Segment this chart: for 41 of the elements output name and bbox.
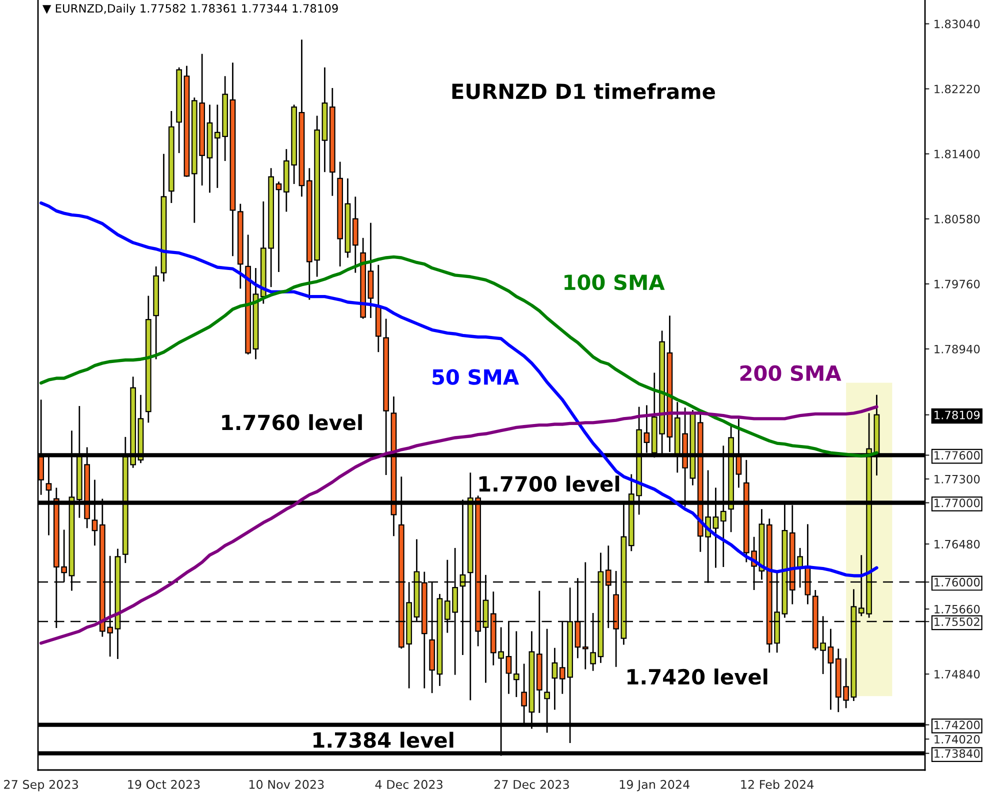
x-tick-label: 27 Sep 2023: [4, 780, 78, 792]
text: EURNZD D1 timeframe: [452, 83, 715, 100]
x-tick-label: 4 Dec 2023: [375, 780, 442, 789]
y-tick-label: 1.74840: [934, 670, 980, 679]
line-series: [39, 405, 878, 645]
ref-line-label: 1.7700 level: [479, 476, 620, 492]
y-tick-label: 1.75502: [934, 617, 980, 626]
candlestick: [513, 630, 520, 698]
x-tick-label: 27 Dec 2023: [494, 780, 569, 789]
y-tick-label: 1.81400: [934, 150, 980, 158]
candlestick: [276, 180, 282, 273]
y-tick-label: 1.77600: [934, 451, 980, 460]
y-tick-label: 1.82220: [934, 84, 980, 94]
y-tick-label: 1.78940: [934, 344, 980, 354]
y-tick-label: 1.78109: [934, 410, 980, 420]
y-tick-label: 1.77000: [934, 498, 980, 508]
candlestick: [552, 647, 558, 710]
line-series: [39, 255, 878, 458]
y-tick-label: 1.76480: [934, 540, 980, 548]
y-tick-label: 1.75660: [934, 604, 980, 614]
y-tick-label: 1.80580: [934, 214, 980, 224]
y-tick-label: 1.83040: [934, 20, 980, 28]
x-tick-label: 12 Feb 2024: [741, 780, 814, 789]
y-tick-label: 1.73840: [934, 749, 980, 758]
y-tick-label: 1.77300: [934, 474, 980, 484]
ref-line-label: 1.7384 level: [314, 732, 454, 748]
line-series: [39, 201, 878, 578]
series-label: 200 SMA: [740, 365, 842, 382]
series-label: 50 SMA: [432, 369, 519, 385]
y-tick-label: 1.74200: [934, 720, 980, 730]
ref-line-label: 1.7420 level: [628, 668, 768, 685]
x-tick-label: 19 Jan 2024: [620, 780, 690, 792]
chart-subtitle: ▼ EURNZD,Daily 1.77582 1.78361 1.77344 1.78109: [42, 4, 338, 15]
y-tick-label: 1.79760: [934, 280, 980, 288]
candlestick: [828, 628, 834, 710]
x-tick-label: 10 Nov 2023: [249, 780, 324, 789]
y-tick-label: 1.74020: [934, 734, 980, 744]
series-label: 100 SMA: [564, 274, 665, 290]
ref-line-label: 1.7760 level: [222, 414, 362, 430]
y-tick-label: 1.76000: [934, 578, 980, 587]
x-tick-label: 19 Oct 2023: [128, 780, 200, 789]
